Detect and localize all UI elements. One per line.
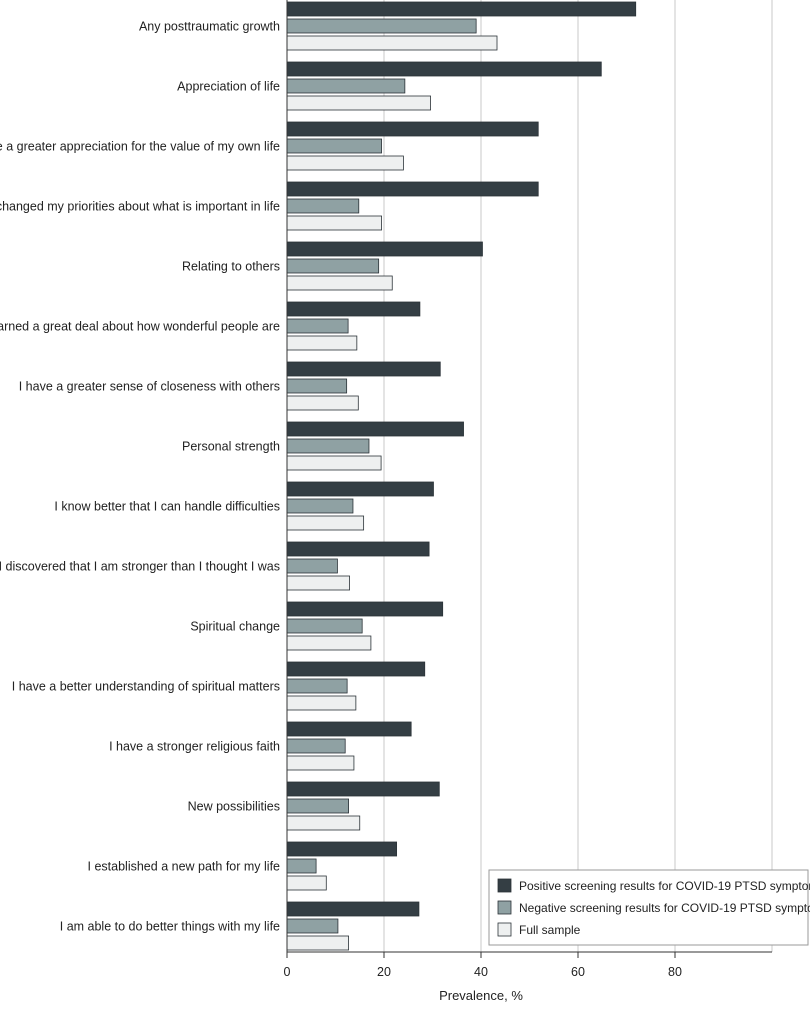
bar [286, 318, 349, 334]
bar [286, 78, 406, 94]
bar [286, 121, 539, 137]
bar [286, 721, 412, 737]
bar [286, 361, 441, 377]
bar [286, 155, 404, 171]
x-tick-label: 60 [571, 965, 585, 979]
category-label: Relating to others [182, 260, 280, 274]
legend: Positive screening results for COVID-19 … [488, 869, 810, 946]
bar [286, 798, 349, 814]
bar [286, 438, 370, 454]
bar [286, 541, 430, 557]
legend-box [488, 869, 809, 946]
category-labels: Any posttraumatic growth Appreciation of … [0, 20, 280, 934]
bar [286, 455, 382, 471]
category-label: I have a greater appreciation for the va… [0, 140, 280, 154]
x-axis-label: Prevalence, % [439, 988, 523, 1003]
bar [286, 215, 382, 231]
category-label: Personal strength [182, 440, 280, 454]
bar [286, 678, 348, 694]
bar [286, 755, 355, 771]
bar [286, 335, 358, 351]
category-label: I am able to do better things with my li… [60, 920, 280, 934]
category-label: New possibilities [188, 800, 280, 814]
legend-label: Positive screening results for COVID-19 … [519, 879, 810, 893]
bar [286, 841, 398, 857]
bar [286, 481, 434, 497]
x-tick-label: 0 [284, 965, 291, 979]
bar [286, 515, 365, 531]
bar [286, 601, 444, 617]
bar [286, 695, 357, 711]
x-tick-label: 20 [377, 965, 391, 979]
category-label: I discovered that I am stronger than I t… [0, 560, 280, 574]
category-label: I learned a great deal about how wonderf… [0, 320, 280, 334]
category-label: Any posttraumatic growth [139, 20, 280, 34]
bar [286, 18, 477, 34]
bar [286, 558, 338, 574]
bar [286, 618, 363, 634]
bar [286, 875, 327, 891]
axes: 0 20 40 60 80 Prevalence, % [284, 0, 772, 1003]
category-label: I changed my priorities about what is im… [0, 200, 280, 214]
category-label: Spiritual change [190, 620, 280, 634]
legend-swatch [497, 878, 512, 893]
bar [286, 378, 348, 394]
bars [286, 1, 637, 951]
x-tick-label: 80 [668, 965, 682, 979]
bar [286, 241, 483, 257]
bar [286, 901, 420, 917]
legend-label: Negative screening results for COVID-19 … [519, 901, 810, 915]
bar [286, 815, 361, 831]
bar [286, 275, 393, 291]
legend-swatch [497, 922, 512, 937]
bar [286, 181, 539, 197]
bar [286, 138, 382, 154]
bar [286, 498, 354, 514]
bar [286, 575, 350, 591]
bar [286, 421, 464, 437]
bar [286, 661, 426, 677]
bar [286, 198, 360, 214]
bar [286, 258, 380, 274]
bar [286, 35, 498, 51]
category-label: I have a better understanding of spiritu… [12, 680, 280, 694]
bar [286, 301, 421, 317]
category-label: Appreciation of life [177, 80, 280, 94]
legend-label: Full sample [519, 923, 581, 937]
bar [286, 395, 359, 411]
bar [286, 935, 349, 951]
category-label: I know better that I can handle difficul… [54, 500, 280, 514]
x-tick-label: 40 [474, 965, 488, 979]
legend-swatch [497, 900, 512, 915]
category-label: I have a greater sense of closeness with… [19, 380, 280, 394]
category-label: I have a stronger religious faith [109, 740, 280, 754]
bar [286, 635, 372, 651]
bar [286, 1, 637, 17]
bar [286, 858, 317, 874]
bar [286, 95, 431, 111]
category-label: I established a new path for my life [88, 860, 281, 874]
bar [286, 781, 440, 797]
bar [286, 61, 602, 77]
gridlines [383, 0, 773, 952]
bar [286, 918, 339, 934]
bar [286, 738, 346, 754]
